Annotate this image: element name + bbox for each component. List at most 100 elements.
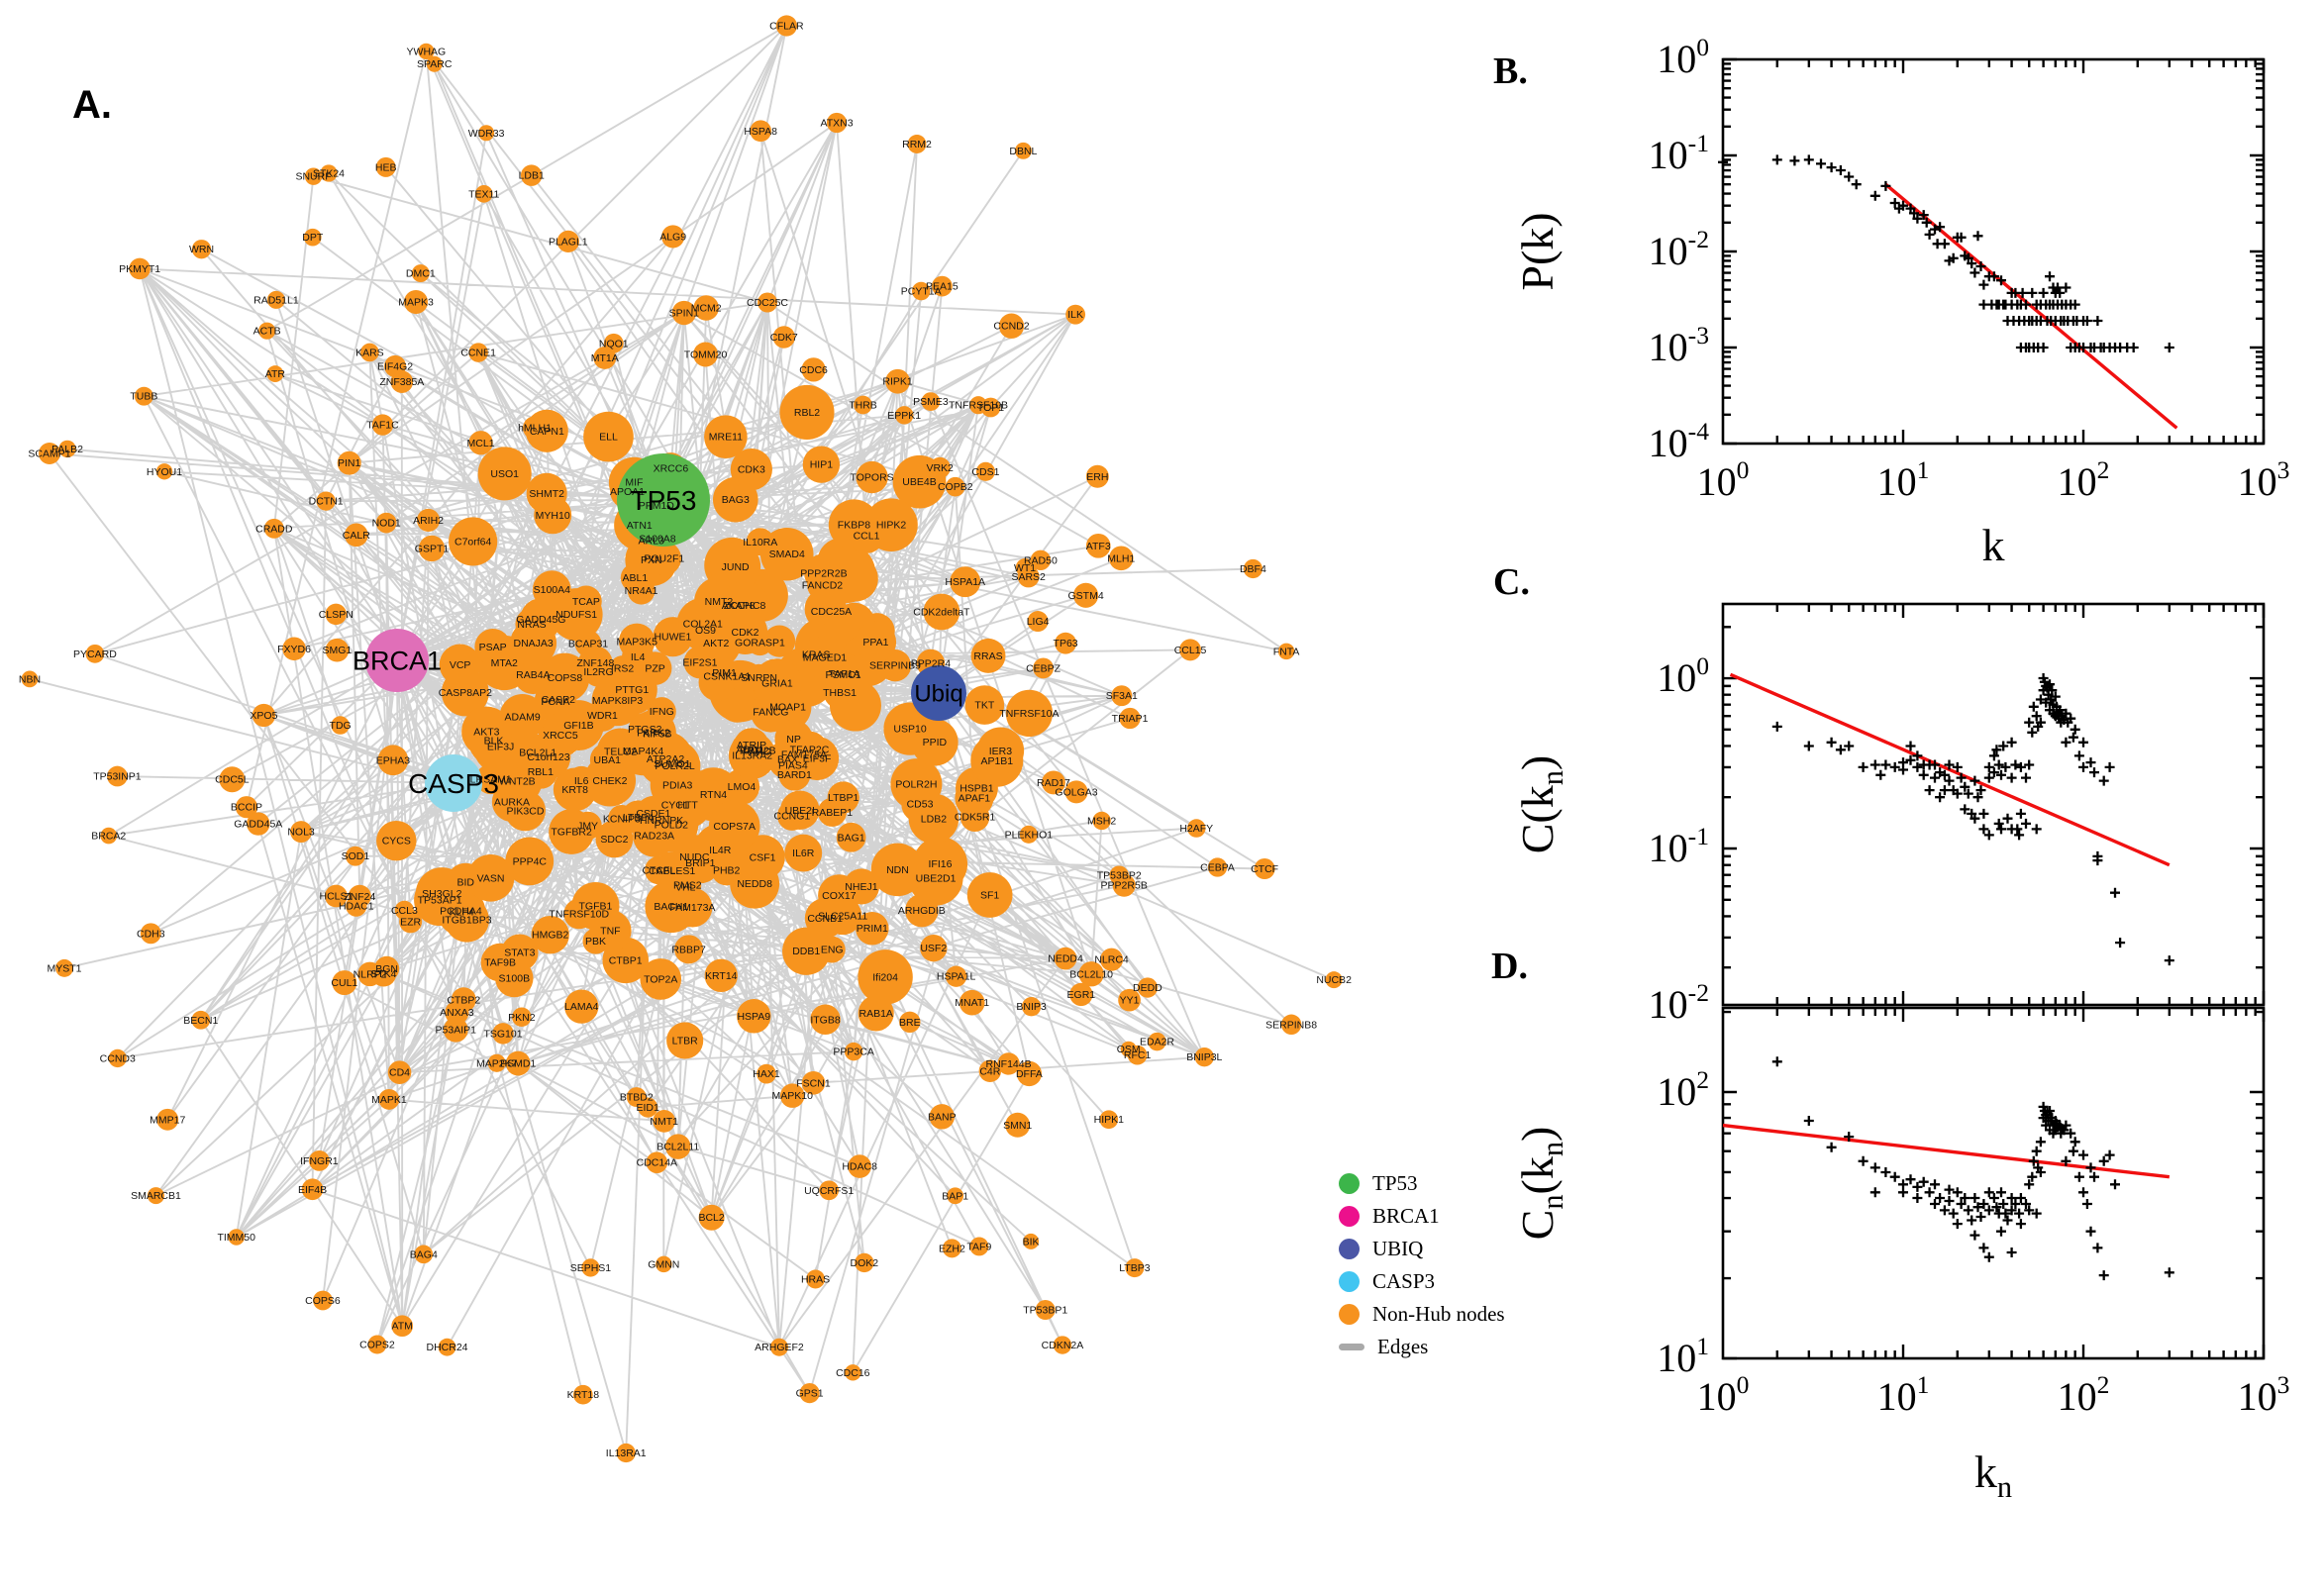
node-label: ATRIP	[737, 740, 766, 751]
node-label: BRE	[899, 1017, 921, 1029]
network-node	[266, 290, 285, 309]
node-label: LTBP1	[828, 792, 858, 804]
node-label: BLK	[484, 736, 504, 748]
node-label: TNFRSF10B	[949, 400, 1008, 412]
node-label: TOP2A	[644, 973, 677, 985]
network-node	[1179, 639, 1202, 661]
node-swatch-icon	[1339, 1172, 1360, 1194]
axis-ticks	[1723, 57, 2266, 446]
node-label: PPID	[923, 737, 948, 748]
node-label: TGFBR2	[551, 827, 592, 839]
node-label: CTBP2	[447, 994, 480, 1006]
network-node	[374, 955, 400, 981]
network-node	[950, 566, 981, 598]
x-axis-label: k	[1982, 520, 2005, 570]
network-node	[895, 406, 914, 425]
node-label: ATR	[265, 368, 286, 380]
node-label: JUND	[722, 561, 750, 573]
node-label: CDKN2A	[1042, 1340, 1084, 1351]
network-node	[621, 800, 656, 835]
network-node	[1054, 947, 1077, 970]
node-label: SLC25A11	[818, 910, 867, 922]
node-label: IL13RA1	[606, 1447, 647, 1459]
network-node	[1119, 707, 1141, 730]
node-label: PSMC1	[825, 669, 860, 681]
node-label: GPS1	[796, 1388, 824, 1400]
network-node	[468, 431, 493, 455]
network-node	[746, 528, 774, 556]
network-node	[525, 409, 568, 452]
node-label: HAX1	[753, 1068, 780, 1080]
node-label: RAD50	[1024, 554, 1058, 566]
network-node	[800, 639, 832, 670]
node-label: CDK2deltaT	[913, 607, 970, 619]
node-label: IL4	[631, 651, 646, 663]
node-label: MTA2	[491, 657, 518, 669]
node-label: CUL1	[331, 977, 357, 989]
node-label: IL13RA2	[732, 750, 772, 762]
node-label: TGFB1	[578, 901, 612, 913]
network-node	[540, 652, 590, 703]
node-label: SPARC	[417, 58, 453, 70]
node-label: RAB1A	[859, 1008, 893, 1020]
node-label: AKAP8	[722, 600, 756, 612]
network-node	[708, 800, 760, 852]
network-node	[258, 322, 276, 340]
panel-b-label: B.	[1493, 50, 1528, 92]
network-node	[1078, 961, 1104, 987]
legend: TP53 BRCA1 UBIQ CASP3 Non-Hub nodes Edges	[1339, 1171, 1505, 1358]
node-label: TCAP	[572, 596, 600, 608]
network-node	[911, 281, 931, 301]
network-node	[228, 1229, 245, 1246]
network-node	[929, 456, 951, 479]
node-label: FSCN1	[796, 1077, 831, 1089]
network-node	[664, 1134, 691, 1159]
node-label: LDB2	[921, 813, 947, 825]
network-node	[855, 1252, 874, 1273]
node-label: GADD45A	[234, 819, 282, 831]
node-label: HUWE1	[654, 632, 691, 644]
node-label: BAG3	[722, 494, 750, 506]
panel-a-label: A.	[72, 83, 112, 127]
node-label: NHEJ1	[845, 881, 877, 893]
network-node	[375, 512, 397, 534]
node-label: TNFRSF10D	[549, 908, 609, 920]
network-node	[263, 518, 284, 539]
node-label: MAPK3	[398, 297, 434, 309]
network-node	[1017, 565, 1040, 588]
network-node	[1027, 611, 1049, 633]
network-node	[474, 629, 512, 665]
network-node	[414, 1245, 434, 1264]
network-node	[731, 730, 769, 769]
x-axis-label: kn	[1974, 1446, 2012, 1504]
network-node	[1019, 825, 1038, 844]
network-node	[1065, 304, 1086, 325]
node-label: PKMYT1	[119, 263, 160, 275]
legend-label: CASP3	[1372, 1268, 1436, 1293]
network-node	[1021, 997, 1042, 1017]
network-node	[1280, 1014, 1302, 1035]
network-node	[569, 585, 602, 618]
node-label: TDG	[330, 720, 352, 732]
node-label: TELO2	[604, 747, 637, 758]
network-node	[1005, 689, 1054, 738]
network-node	[666, 1022, 704, 1059]
node-label: PLEKHO1	[1005, 829, 1054, 841]
node-label: RRM2B	[740, 745, 776, 756]
node-label: ENG	[821, 945, 844, 956]
network-node	[856, 460, 888, 494]
node-label: GADD45G	[516, 614, 565, 626]
node-label: PPM1D	[639, 500, 675, 512]
network-node	[337, 450, 361, 475]
node-label: ELL	[599, 432, 618, 444]
network-node	[1112, 873, 1136, 897]
network-node	[848, 1154, 871, 1178]
network-node	[572, 1384, 593, 1405]
node-label: CDK7	[770, 332, 798, 344]
node-label: SCAMP1	[28, 448, 70, 459]
node-label: APOA1	[610, 486, 645, 498]
network-node	[656, 1255, 672, 1273]
legend-item-non-hub-nodes: Non-Hub nodes	[1339, 1302, 1505, 1326]
node-label: ALG9	[659, 231, 686, 243]
